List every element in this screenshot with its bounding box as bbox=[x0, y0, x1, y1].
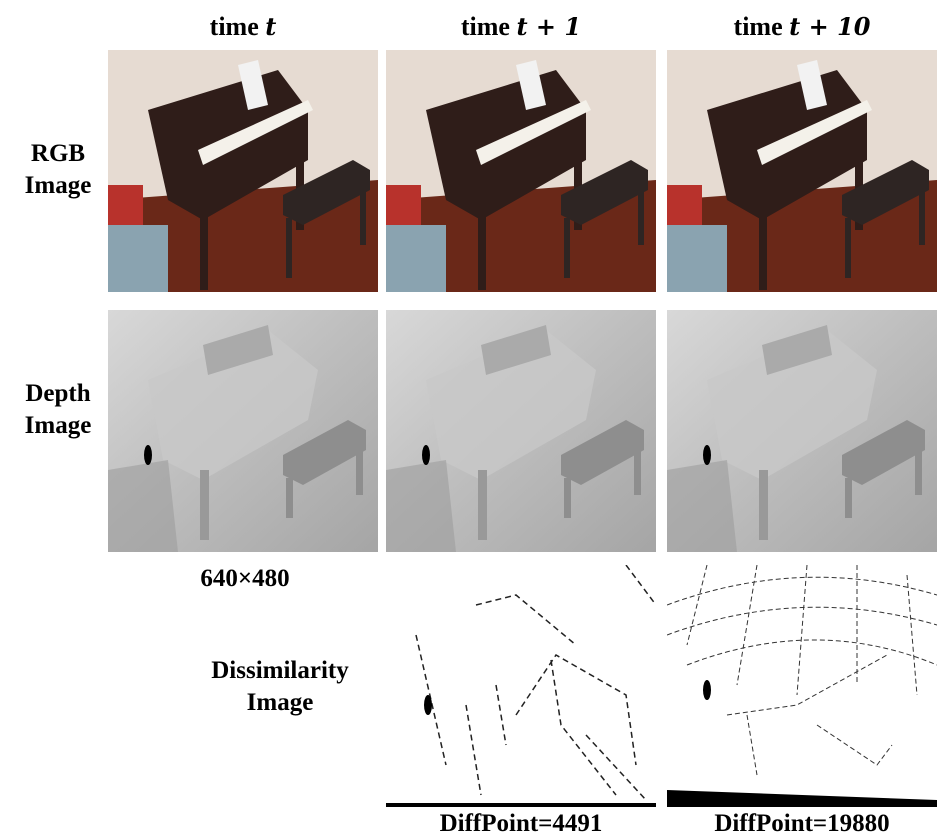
header-text: time bbox=[734, 12, 783, 41]
depth-image bbox=[386, 310, 656, 552]
row-label: RGB Image bbox=[8, 138, 108, 202]
depth-image bbox=[108, 310, 378, 552]
caption: DiffPoint=4491 bbox=[386, 808, 656, 840]
row-label: Dissimilarity Image bbox=[185, 655, 375, 719]
rgb-image bbox=[108, 50, 378, 292]
figure-page: {"columns": [{"label": "time", "math": "… bbox=[0, 0, 937, 837]
header-math: t + 10 bbox=[789, 12, 870, 41]
row-label: Depth Image bbox=[8, 378, 108, 442]
resolution-label: 640×480 bbox=[170, 563, 320, 595]
caption: DiffPoint=19880 bbox=[667, 808, 937, 840]
dissimilarity-image bbox=[667, 565, 937, 807]
header-text: time bbox=[461, 12, 510, 41]
column-header: time t bbox=[108, 12, 378, 42]
header-text: time bbox=[210, 12, 259, 41]
header-math: t + 1 bbox=[516, 12, 581, 41]
depth-image bbox=[667, 310, 937, 552]
column-header: time t + 10 bbox=[667, 12, 937, 42]
dissimilarity-image bbox=[386, 565, 656, 807]
rgb-image bbox=[667, 50, 937, 292]
rgb-image bbox=[386, 50, 656, 292]
column-header: time t + 1 bbox=[386, 12, 656, 42]
header-math: t bbox=[265, 12, 276, 41]
